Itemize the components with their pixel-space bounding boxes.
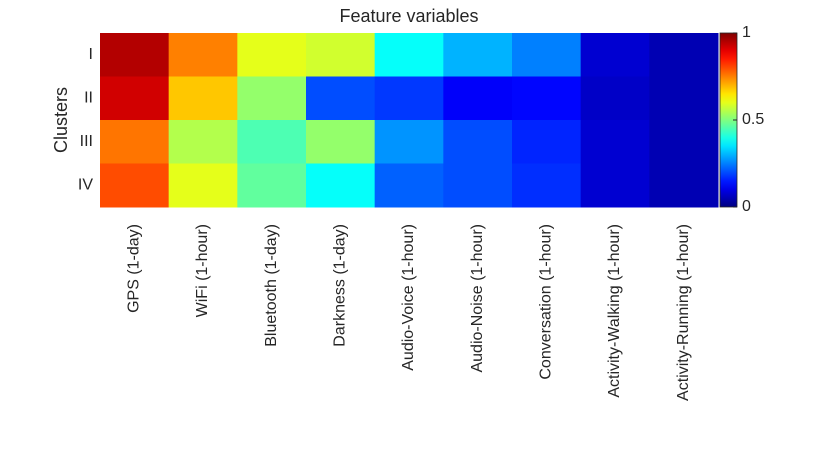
heatmap-cell: [306, 76, 376, 121]
heatmap-cell: [374, 120, 444, 164]
heatmap-cell: [580, 163, 650, 208]
x-tick-label: Darkness (1-day): [332, 224, 349, 347]
heatmap-cell: [649, 76, 719, 121]
heatmap-cell: [512, 33, 582, 77]
heatmap-cell: [443, 120, 513, 164]
heatmap-cell: [374, 163, 444, 208]
x-tick-label: GPS (1-day): [126, 224, 143, 313]
heatmap-cell: [100, 120, 170, 164]
y-tick-label: II: [84, 89, 93, 106]
heatmap-cell: [168, 76, 238, 121]
x-tick-label: Activity-Running (1-hour): [675, 224, 692, 401]
heatmap-cell: [580, 76, 650, 121]
heatmap-cell: [237, 33, 307, 77]
heatmap-cell: [237, 120, 307, 164]
y-tick-label: IV: [78, 176, 93, 193]
heatmap-cell: [100, 33, 170, 77]
heatmap-cell: [374, 76, 444, 121]
heatmap-cell: [237, 163, 307, 208]
y-tick-label: III: [80, 133, 93, 150]
colorbar-tick-label: 1: [742, 24, 751, 41]
y-tick-label: I: [89, 46, 93, 63]
x-tick-label: WiFi (1-hour): [194, 224, 211, 317]
heatmap-cell: [237, 76, 307, 121]
heatmap-cell: [168, 33, 238, 77]
heatmap-cell: [168, 120, 238, 164]
heatmap-cell: [306, 120, 376, 164]
heatmap-cell: [649, 163, 719, 208]
heatmap-cell: [443, 163, 513, 208]
colorbar-tick-label: 0: [742, 198, 751, 215]
x-tick-label: Bluetooth (1-day): [263, 224, 280, 347]
heatmap-cell: [580, 120, 650, 164]
heatmap-cell: [374, 33, 444, 77]
heatmap-cell: [512, 120, 582, 164]
y-axis-label: Clusters: [51, 87, 71, 153]
x-tick-label: Audio-Voice (1-hour): [400, 224, 417, 371]
heatmap-cell: [100, 163, 170, 208]
x-tick-label: Audio-Noise (1-hour): [469, 224, 486, 373]
heatmap-cell: [512, 163, 582, 208]
heatmap-cell: [306, 163, 376, 208]
heatmap-cell: [512, 76, 582, 121]
heatmap-cell: [306, 33, 376, 77]
heatmap-cell: [443, 33, 513, 77]
heatmap-cell: [100, 76, 170, 121]
colorbar-tick-label: 0.5: [742, 111, 764, 128]
heatmap-cell: [580, 33, 650, 77]
heatmap-cell: [649, 120, 719, 164]
heatmap-cell: [168, 163, 238, 208]
chart-title: Feature variables: [339, 6, 478, 26]
heatmap-cell: [443, 76, 513, 121]
x-tick-label: Conversation (1-hour): [538, 224, 555, 380]
heatmap-cell: [649, 33, 719, 77]
x-tick-label: Activity-Walking (1-hour): [606, 224, 623, 398]
